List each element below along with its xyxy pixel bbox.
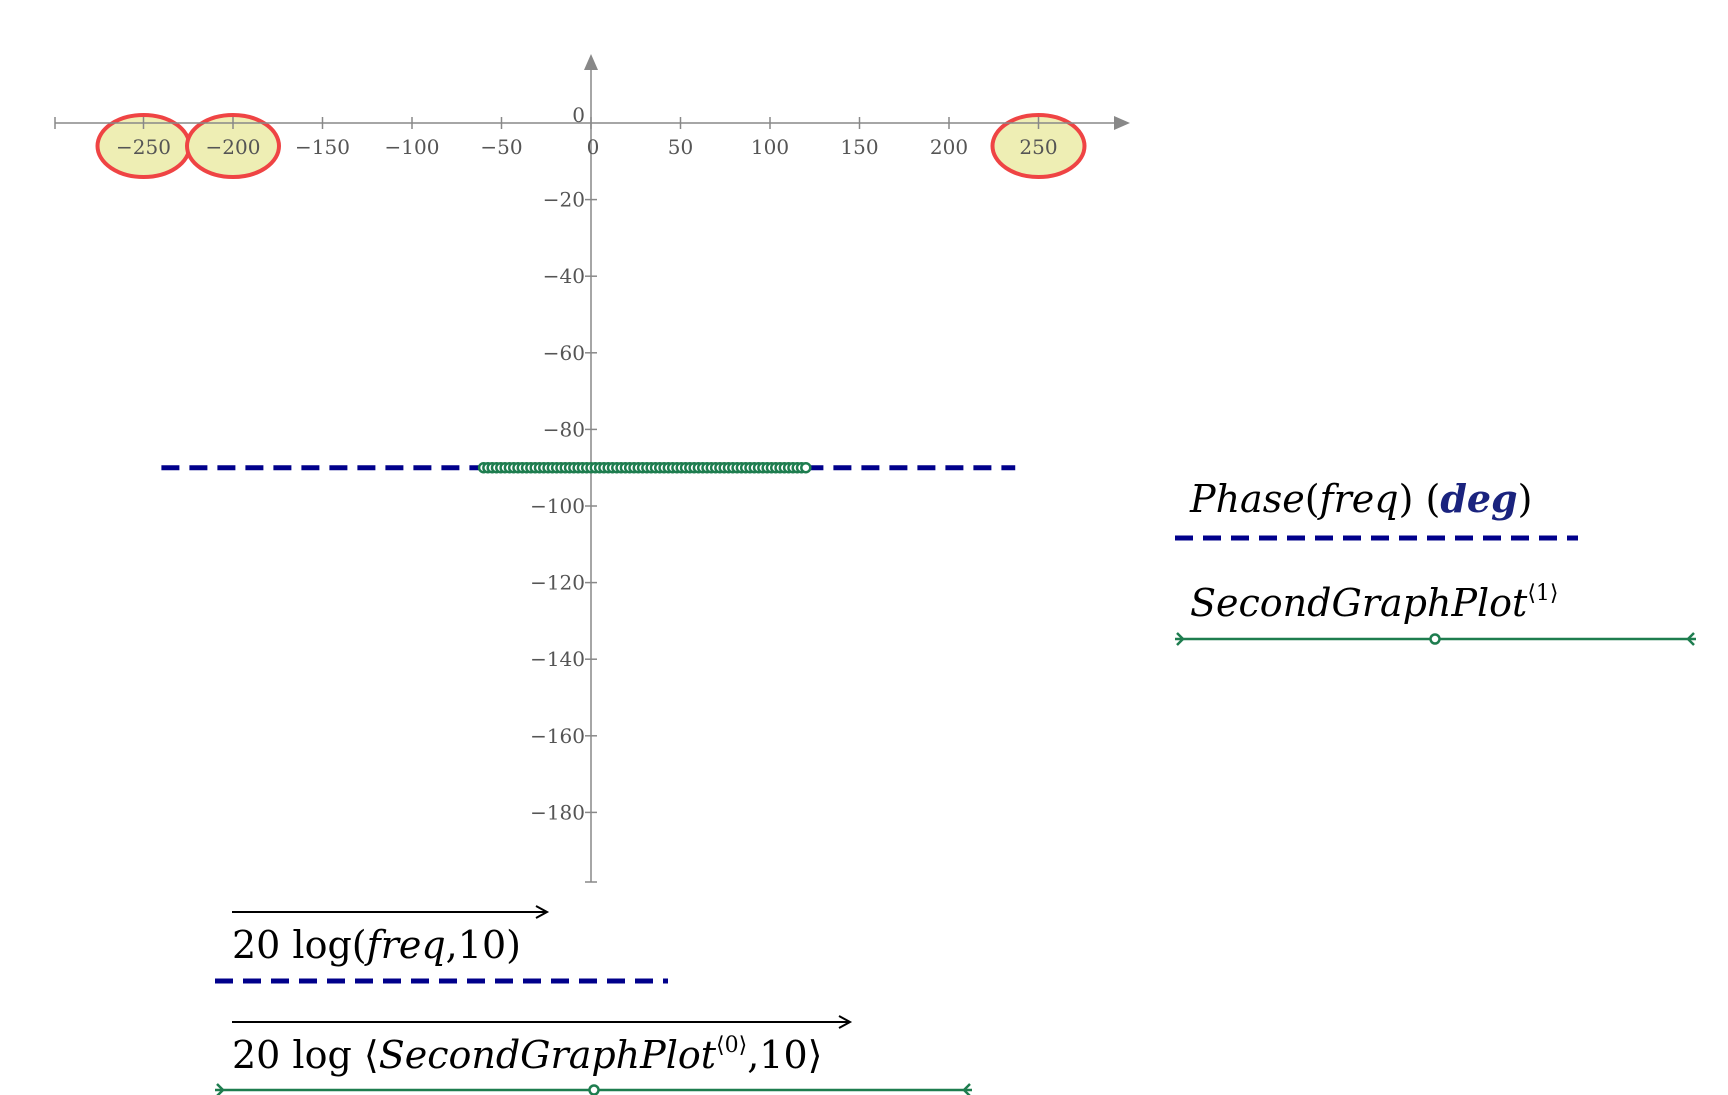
series-layer <box>161 461 1016 474</box>
y-tick-label: −60 <box>543 341 585 365</box>
x-legend-log-freq: 20 log(freq,10) <box>232 905 550 967</box>
x-tick-label: −150 <box>295 135 350 159</box>
x-tick-label: 100 <box>751 135 789 159</box>
x-tick-label: 50 <box>668 135 693 159</box>
x-tick-highlight <box>185 113 281 179</box>
y-legend-phase: Phase(freq) (deg) <box>1189 476 1532 521</box>
y-tick-label: −160 <box>530 724 585 748</box>
y-axis-legend[interactable]: Phase(freq) (deg) SecondGraphPlot⟨1⟩ <box>1175 476 1696 646</box>
x-legend-log-secondgraphplot: 20 log ⟨SecondGraphPlot⟨0⟩,10⟩ <box>232 1015 853 1077</box>
x-tick-label: 0 <box>587 135 600 159</box>
y-tick-label: −20 <box>543 188 585 212</box>
y-ticks: 0 −20 −40 −60 −80 −100 −120 −140 −160 −180 <box>530 103 597 824</box>
y-tick-label: −40 <box>543 264 585 288</box>
y-tick-label: −100 <box>530 494 585 518</box>
highlight-layer <box>95 113 1087 179</box>
x-axis-legend[interactable]: 20 log(freq,10) 20 log ⟨SecondGraphPlot⟨… <box>215 905 972 1095</box>
x-tick-label: −250 <box>116 135 171 159</box>
x-axis-arrow <box>1114 116 1130 130</box>
axes <box>54 54 1130 883</box>
y-legend-secondgraphplot: SecondGraphPlot⟨1⟩ <box>1190 581 1559 625</box>
y-axis-arrow <box>584 54 598 70</box>
y-tick-label: −180 <box>530 800 585 824</box>
x-ticks: −250 −200 −150 −100 −50 0 50 100 150 200 250 <box>116 117 1058 159</box>
x-tick-highlight <box>990 113 1087 179</box>
x-tick-label: −200 <box>206 135 261 159</box>
series-secondgraphplot-point <box>800 461 812 474</box>
x-tick-label: 200 <box>930 135 968 159</box>
y-tick-label: −120 <box>530 571 585 595</box>
y-tick-label: −140 <box>530 647 585 671</box>
y-legend-secondgraphplot-swatch <box>1175 632 1696 646</box>
svg-text:20 log ⟨SecondGraphPlot⟨0⟩,10⟩: 20 log ⟨SecondGraphPlot⟨0⟩,10⟩ <box>232 1033 822 1077</box>
x-tick-label: 250 <box>1019 135 1057 159</box>
x-tick-label: −50 <box>480 135 522 159</box>
y-tick-label: −80 <box>543 417 585 441</box>
y-tick-label: 0 <box>572 103 585 127</box>
x-legend-log-secondgraphplot-swatch <box>215 1083 972 1095</box>
x-tick-label: 150 <box>840 135 878 159</box>
svg-text:20 log(freq,10): 20 log(freq,10) <box>232 923 521 967</box>
x-tick-label: −100 <box>385 135 440 159</box>
